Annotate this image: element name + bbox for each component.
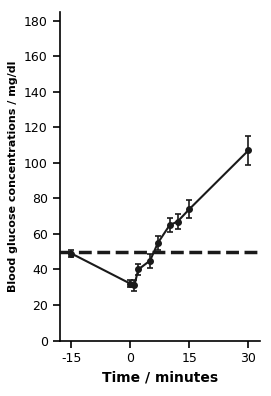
X-axis label: Time / minutes: Time / minutes [102, 371, 218, 385]
Y-axis label: Blood glucose concentrations / mg/dl: Blood glucose concentrations / mg/dl [8, 61, 18, 292]
